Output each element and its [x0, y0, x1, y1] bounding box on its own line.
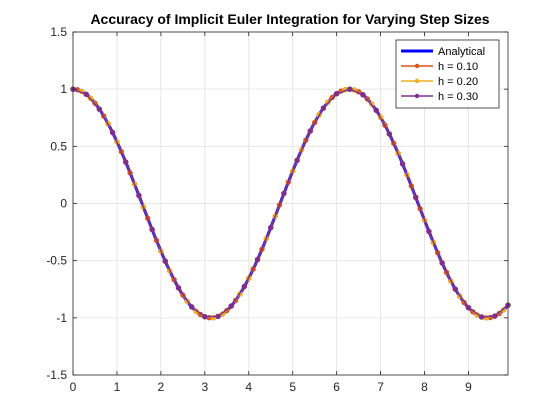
- data-point: [307, 128, 313, 134]
- x-tick-label: 2: [158, 380, 165, 394]
- x-tick-label: 6: [333, 380, 340, 394]
- data-point: [492, 313, 498, 319]
- legend: Analytical h = 0.10 h = 0.20 h = 0.30: [395, 39, 500, 109]
- data-point: [215, 313, 221, 320]
- data-point: [254, 256, 261, 263]
- data-point: [202, 313, 208, 320]
- series-line: [72, 88, 509, 318]
- legend-marker: [414, 93, 420, 99]
- chart-title: Accuracy of Implicit Euler Integration f…: [90, 11, 489, 27]
- data-point: [426, 228, 432, 235]
- data-point: [452, 286, 458, 292]
- data-point: [136, 192, 142, 199]
- x-tick-label: 7: [377, 380, 384, 394]
- legend-marker: [414, 78, 420, 84]
- y-tick-label: 0: [60, 197, 67, 211]
- x-tick-label: 1: [114, 380, 121, 394]
- data-point: [175, 285, 182, 291]
- data-point: [228, 303, 234, 309]
- y-tick-label: -0.5: [46, 254, 67, 268]
- axis-ticks: 0 1 2 3 4 5 6 7 8 9 -1.5 -1 -0.5 0 0.5 1 1.5: [46, 25, 508, 394]
- data-point: [465, 304, 472, 311]
- x-tick-label: 4: [245, 380, 252, 394]
- legend-label: h = 0.20: [438, 76, 478, 88]
- legend-marker: [414, 63, 420, 69]
- y-tick-label: -1: [56, 311, 67, 325]
- data-point: [333, 91, 340, 97]
- data-point: [123, 159, 129, 165]
- x-tick-label: 3: [201, 380, 208, 394]
- series-group: [70, 86, 511, 321]
- x-tick-label: 5: [289, 380, 296, 394]
- data-point: [413, 194, 419, 201]
- data-point: [149, 226, 155, 233]
- data-point: [360, 92, 366, 98]
- legend-label: h = 0.10: [438, 61, 478, 73]
- series-h-0-30: [70, 86, 511, 320]
- data-point: [439, 260, 445, 266]
- data-point: [268, 224, 274, 231]
- data-point: [109, 129, 116, 136]
- y-tick-label: 1: [60, 82, 67, 96]
- y-tick-label: 1.5: [50, 25, 67, 39]
- legend-label: h = 0.30: [438, 91, 478, 103]
- x-tick-label: 9: [465, 380, 472, 394]
- data-point: [281, 190, 287, 197]
- y-tick-label: 0.5: [50, 139, 67, 153]
- legend-label: Analytical: [438, 46, 485, 58]
- data-point: [373, 107, 379, 113]
- data-point: [241, 283, 248, 290]
- data-point: [162, 258, 168, 264]
- y-tick-label: -1.5: [46, 368, 67, 382]
- data-point: [294, 157, 300, 163]
- data-point: [386, 131, 393, 137]
- data-point: [320, 105, 327, 111]
- x-tick-label: 0: [70, 380, 77, 394]
- data-point: [478, 314, 485, 320]
- data-point: [188, 304, 195, 310]
- data-point: [83, 91, 89, 97]
- data-point: [399, 161, 406, 167]
- data-point: [347, 86, 353, 92]
- x-tick-label: 8: [421, 380, 428, 394]
- data-point: [96, 106, 103, 112]
